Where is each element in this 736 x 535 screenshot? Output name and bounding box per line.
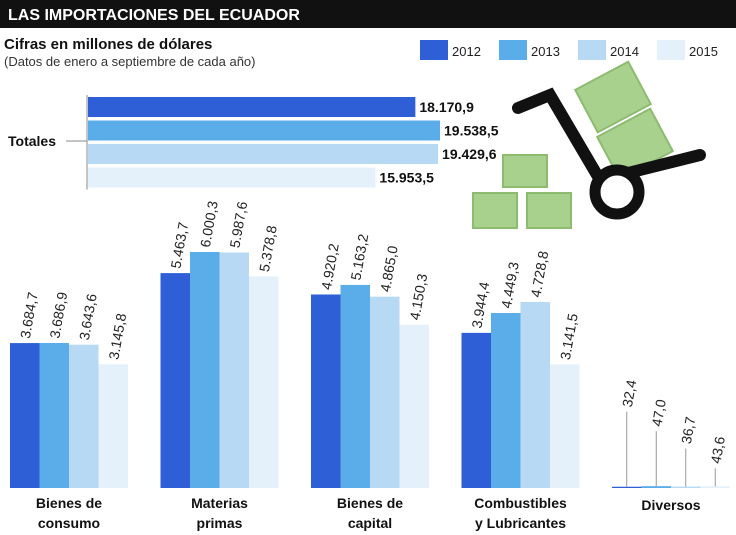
value-label: 18.170,9 (419, 99, 474, 115)
bar (190, 252, 220, 488)
x-tick-label: Combustibles y Lubricantes (474, 495, 567, 531)
value-label: 5.378,8 (256, 224, 280, 273)
x-tick-label: Bienes de consumo (35, 495, 103, 531)
value-label: 3.686,9 (46, 291, 70, 340)
value-label: 5.463,7 (167, 221, 191, 270)
y-tick-label: Totales (8, 133, 56, 149)
value-label: 4.865,0 (377, 244, 401, 293)
bar (370, 296, 400, 488)
bar (69, 344, 99, 488)
x-tick-label: Diversos (641, 497, 701, 513)
value-label: 6.000,3 (197, 200, 221, 249)
value-label: 47,0 (648, 398, 669, 428)
bar (671, 486, 701, 488)
value-label: 19.538,5 (444, 123, 499, 139)
bar (249, 276, 279, 488)
value-label: 43,6 (707, 435, 728, 465)
value-label: 3.944,4 (468, 280, 492, 329)
bar (550, 364, 580, 488)
value-label: 5.987,6 (226, 200, 250, 249)
x-tick-label: Materias primas (191, 495, 248, 531)
value-label: 32,4 (619, 378, 640, 408)
legend-swatch (420, 40, 448, 60)
value-label: 3.141,5 (557, 312, 581, 361)
legend-swatch (657, 40, 685, 60)
bar (612, 486, 642, 488)
bar (399, 324, 429, 488)
x-tick-label: Bienes de capital (336, 495, 404, 531)
value-label: 19.429,6 (442, 146, 497, 162)
value-label: 36,7 (678, 415, 699, 445)
bar (520, 302, 550, 488)
legend-label: 2015 (689, 44, 718, 59)
note: (Datos de enero a septiembre de cada año… (4, 54, 256, 69)
value-label: 4.728,8 (527, 250, 551, 299)
legend-label: 2013 (531, 44, 560, 59)
legend-label: 2012 (452, 44, 481, 59)
bar (88, 97, 416, 117)
value-label: 3.145,8 (105, 312, 129, 361)
value-label: 15.953,5 (379, 170, 434, 186)
bar (491, 313, 521, 488)
bar (88, 120, 440, 141)
bar (88, 144, 439, 164)
bar (219, 252, 249, 488)
subtitle: Cifras en millones de dólares (4, 36, 212, 53)
bar (10, 343, 40, 488)
bar (461, 332, 491, 488)
cart-illustration (472, 60, 706, 229)
bar (700, 486, 730, 488)
legend-label: 2014 (610, 44, 639, 59)
bar (311, 294, 341, 488)
value-label: 3.643,6 (76, 292, 100, 341)
value-label: 4.449,3 (498, 261, 522, 310)
bar (160, 273, 190, 488)
legend-swatch (578, 40, 606, 60)
value-label: 4.920,2 (318, 242, 342, 291)
legend-swatch (499, 40, 527, 60)
value-label: 4.150,3 (406, 272, 430, 321)
bar (641, 486, 671, 488)
bar (88, 167, 376, 188)
bar (39, 342, 69, 488)
value-label: 3.684,7 (17, 291, 41, 340)
title-bar (0, 0, 736, 28)
bar (98, 364, 128, 488)
bar (340, 284, 370, 488)
value-label: 5.163,2 (347, 232, 371, 281)
title: LAS IMPORTACIONES DEL ECUADOR (8, 7, 300, 24)
